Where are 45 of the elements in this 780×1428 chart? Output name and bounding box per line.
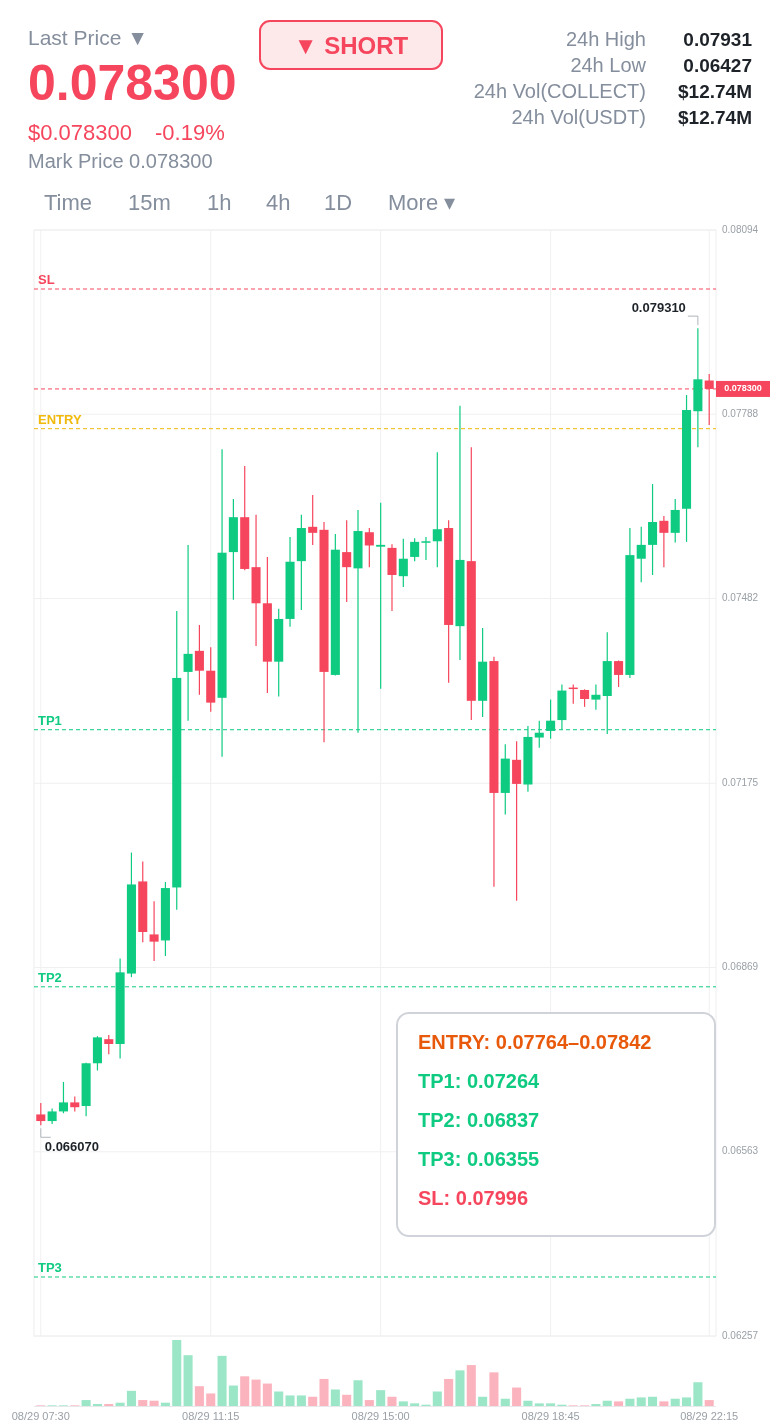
text: More ▾ xyxy=(388,190,456,215)
annotation: TP1: 0.07264 xyxy=(418,1070,541,1092)
text: Last Price ▼ xyxy=(28,26,148,49)
y-tick-label: 0.06257 xyxy=(722,1329,759,1341)
text: 1h xyxy=(207,190,232,215)
text: $0.078300 xyxy=(28,120,132,145)
x-tick-label: 08/29 11:15 xyxy=(182,1410,240,1422)
annotation: TP3: 0.06355 xyxy=(418,1148,540,1170)
ref-line-label: ENTRY xyxy=(38,411,82,427)
annotation: 0.079310 xyxy=(631,300,686,316)
text: 0.06427 xyxy=(683,55,752,76)
text: 4h xyxy=(266,190,291,215)
text: 15m xyxy=(128,190,171,215)
text: Time xyxy=(44,190,93,215)
annotation: 0.066070 xyxy=(44,1139,100,1155)
text: $12.74M xyxy=(678,107,752,128)
text: Mark Price 0.078300 xyxy=(28,150,213,172)
text: $12.74M xyxy=(678,81,752,102)
text: 24h Vol(COLLECT) xyxy=(473,80,646,102)
annotation: TP2: 0.06837 xyxy=(418,1109,540,1131)
y-tick-label: 0.07788 xyxy=(722,407,759,419)
text: -0.19% xyxy=(155,120,225,145)
ref-line-label: 0.078300 xyxy=(724,383,762,394)
text: 1D xyxy=(324,190,353,215)
ref-line-label: SL xyxy=(38,272,55,287)
text: 24h Vol(USDT) xyxy=(511,106,646,128)
x-tick-label: 08/29 07:30 xyxy=(11,1410,70,1422)
ref-line-label: TP3 xyxy=(38,1260,62,1275)
text: 0.078300 xyxy=(28,55,237,111)
y-tick-label: 0.07175 xyxy=(722,776,759,788)
x-tick-label: 08/29 22:15 xyxy=(680,1410,739,1422)
y-tick-label: 0.06869 xyxy=(722,961,759,973)
ref-line-label: TP1 xyxy=(38,712,62,728)
annotation: SL: 0.07996 xyxy=(418,1187,529,1209)
text: 24h Low xyxy=(570,54,647,76)
x-tick-label: 08/29 15:00 xyxy=(351,1410,410,1422)
y-tick-label: 0.08094 xyxy=(722,223,759,235)
text: 0.07931 xyxy=(683,29,753,50)
text: ▼ SHORT xyxy=(293,32,409,59)
y-tick-label: 0.07482 xyxy=(722,592,759,604)
y-tick-label: 0.06563 xyxy=(722,1145,759,1157)
ref-line-label: TP2 xyxy=(38,969,62,985)
text: 24h High xyxy=(565,28,646,50)
annotation: ENTRY: 0.07764–0.07842 xyxy=(418,1031,652,1053)
x-tick-label: 08/29 18:45 xyxy=(521,1410,580,1422)
